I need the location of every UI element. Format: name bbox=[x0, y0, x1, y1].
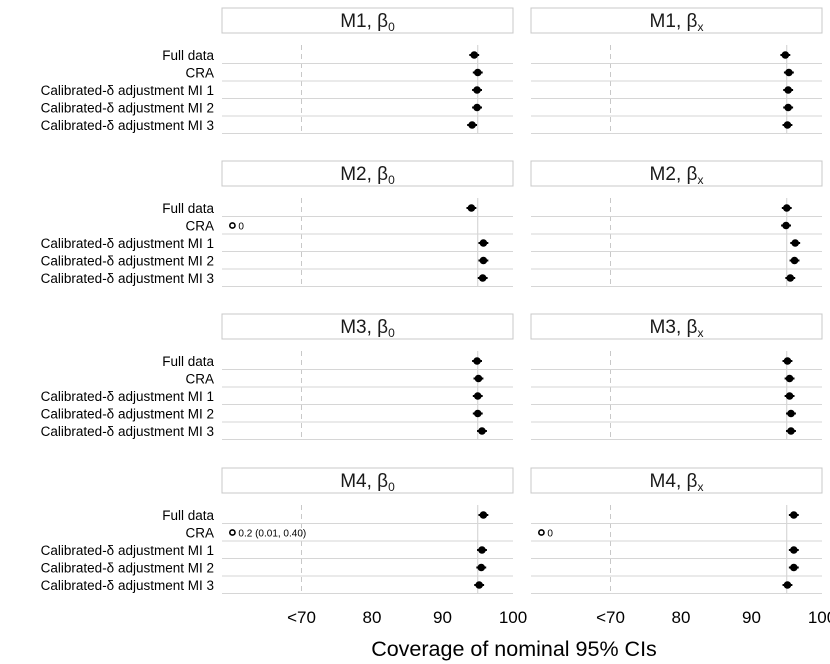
x-tick-label: <70 bbox=[596, 608, 625, 627]
coverage-point bbox=[790, 546, 798, 554]
coverage-point bbox=[473, 392, 482, 400]
coverage-point bbox=[475, 581, 483, 589]
coverage-point bbox=[783, 581, 792, 589]
x-axis-title: Coverage of nominal 95% CIs bbox=[371, 637, 657, 661]
panel-strip-title: M2, βx bbox=[650, 164, 704, 187]
coverage-point bbox=[784, 103, 792, 112]
panel-strip bbox=[530, 313, 823, 340]
coverage-point bbox=[790, 563, 798, 572]
x-tick-label: 80 bbox=[672, 608, 691, 627]
row-label: Calibrated-δ adjustment MI 1 bbox=[41, 543, 214, 558]
panel-m3-beta-x: M3, βx bbox=[530, 313, 823, 440]
x-axis: <70 80 90 100 <70 80 90 100 bbox=[287, 608, 830, 627]
panel-m4-beta-0: M4, β0 Full data CRA Calibrated-δ adjustmen… bbox=[41, 467, 514, 594]
panel-strip-title: M2, β0 bbox=[340, 164, 395, 187]
coverage-point bbox=[470, 51, 479, 59]
coverage-point bbox=[790, 256, 799, 265]
point-annotation: 0 bbox=[238, 222, 244, 233]
row-label: Calibrated-δ adjustment MI 3 bbox=[41, 118, 214, 133]
coverage-point bbox=[467, 204, 476, 212]
panel-strip bbox=[530, 7, 823, 34]
panel-strip-title: M4, βx bbox=[650, 471, 704, 494]
panel-strip-title: M3, βx bbox=[650, 317, 704, 340]
coverage-point bbox=[473, 409, 482, 418]
coverage-point-open bbox=[229, 529, 236, 536]
row-label: Calibrated-δ adjustment MI 2 bbox=[41, 254, 214, 269]
x-tick-label: <70 bbox=[287, 608, 316, 627]
coverage-point-open bbox=[229, 222, 236, 229]
coverage-point bbox=[781, 51, 790, 59]
panel-m3-beta-0: M3, β0 Full data CRA Calibrated-δ adjustmen… bbox=[41, 313, 514, 440]
x-tick-label: 90 bbox=[742, 608, 761, 627]
row-label: CRA bbox=[185, 526, 214, 541]
coverage-point bbox=[787, 409, 795, 418]
panel-strip-title: M3, β0 bbox=[340, 317, 395, 340]
coverage-point bbox=[473, 103, 481, 112]
coverage-point bbox=[479, 511, 488, 519]
coverage-point bbox=[477, 563, 486, 572]
coverage-point bbox=[473, 86, 481, 94]
row-label: CRA bbox=[185, 372, 214, 387]
row-label: Calibrated-δ adjustment MI 1 bbox=[41, 236, 214, 251]
coverage-point bbox=[784, 86, 792, 94]
panel-m2-beta-x: M2, βx bbox=[530, 160, 823, 287]
x-tick-label: 90 bbox=[433, 608, 452, 627]
coverage-point bbox=[474, 374, 483, 383]
row-label: CRA bbox=[185, 219, 214, 234]
panel-m4-beta-x: M4, βx 0 bbox=[530, 467, 823, 594]
coverage-point bbox=[468, 121, 476, 129]
coverage-point bbox=[478, 546, 486, 554]
coverage-point bbox=[479, 239, 488, 247]
row-label: Calibrated-δ adjustment MI 2 bbox=[41, 561, 214, 576]
coverage-point bbox=[478, 274, 487, 282]
coverage-point bbox=[785, 374, 794, 383]
coverage-point bbox=[785, 68, 793, 77]
point-annotation: 0 bbox=[547, 529, 553, 540]
row-label: Calibrated-δ adjustment MI 1 bbox=[41, 389, 214, 404]
row-label: Calibrated-δ adjustment MI 1 bbox=[41, 83, 214, 98]
panel-strip-title: M1, βx bbox=[650, 11, 704, 34]
x-tick-label: 100 bbox=[499, 608, 527, 627]
panel-strip bbox=[530, 160, 823, 187]
coverage-point bbox=[785, 392, 794, 400]
row-label: Calibrated-δ adjustment MI 3 bbox=[41, 424, 214, 439]
row-label: CRA bbox=[185, 66, 214, 81]
panel-m1-beta-x: M1, βx bbox=[530, 7, 823, 134]
x-tick-label: 100 bbox=[808, 608, 830, 627]
coverage-point-open bbox=[538, 529, 545, 536]
x-tick-label: 80 bbox=[363, 608, 382, 627]
coverage-point bbox=[787, 427, 795, 435]
row-label: Full data bbox=[162, 48, 214, 63]
point-annotation: 0.2 (0.01, 0.40) bbox=[238, 529, 306, 540]
panels-layer: M1, β0 Full data CRA Calibrated-δ adjustmen… bbox=[41, 7, 823, 594]
row-label: Calibrated-δ adjustment MI 3 bbox=[41, 271, 214, 286]
row-label: Calibrated-δ adjustment MI 2 bbox=[41, 101, 214, 116]
panel-strip bbox=[221, 160, 514, 187]
panel-strip-title: M4, β0 bbox=[340, 471, 395, 494]
row-label: Calibrated-δ adjustment MI 3 bbox=[41, 578, 214, 593]
panel-m2-beta-0: M2, β0 Full data CRA Calibrated-δ adjustmen… bbox=[41, 160, 514, 287]
coverage-point bbox=[782, 221, 790, 230]
panel-strip bbox=[221, 467, 514, 494]
row-label: Full data bbox=[162, 201, 214, 216]
row-label: Calibrated-δ adjustment MI 2 bbox=[41, 407, 214, 422]
coverage-point bbox=[786, 274, 795, 282]
panel-m1-beta-0: M1, β0 Full data CRA Calibrated-δ adjustmen… bbox=[41, 7, 514, 134]
coverage-point bbox=[783, 121, 792, 129]
panel-strip bbox=[530, 467, 823, 494]
coverage-point bbox=[473, 68, 482, 77]
coverage-point bbox=[782, 204, 791, 212]
coverage-point bbox=[479, 256, 488, 265]
coverage-point bbox=[790, 511, 798, 519]
coverage-point bbox=[783, 357, 792, 365]
coverage-point bbox=[473, 357, 481, 365]
panel-strip bbox=[221, 7, 514, 34]
panel-strip bbox=[221, 313, 514, 340]
panel-strip-title: M1, β0 bbox=[340, 11, 395, 34]
coverage-point bbox=[791, 239, 800, 247]
row-label: Full data bbox=[162, 354, 214, 369]
row-label: Full data bbox=[162, 508, 214, 523]
coverage-point bbox=[478, 427, 486, 435]
